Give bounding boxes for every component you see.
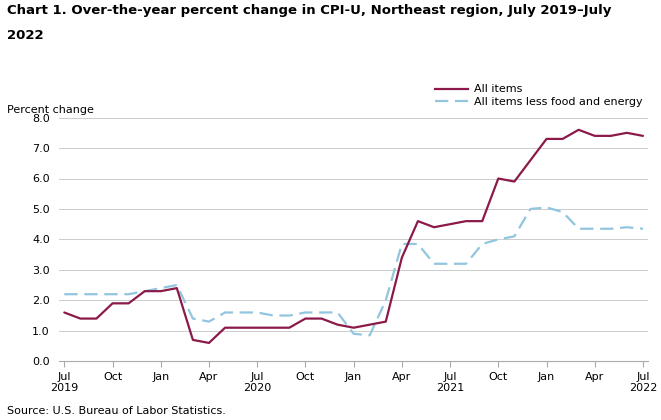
- All items less food and energy: [526, 206, 534, 211]
- All items less food and energy: [189, 316, 197, 321]
- All items: [141, 289, 149, 294]
- All items: [125, 301, 133, 306]
- All items: [221, 325, 229, 330]
- All items less food and energy: [269, 313, 277, 318]
- All items: [301, 316, 309, 321]
- All items: [446, 222, 454, 227]
- All items: [510, 179, 518, 184]
- All items less food and energy: [446, 261, 454, 266]
- All items: [639, 133, 647, 138]
- All items less food and energy: [639, 226, 647, 231]
- All items: [60, 310, 68, 315]
- All items: [398, 255, 406, 260]
- All items: [189, 337, 197, 342]
- All items: [462, 218, 470, 223]
- All items less food and energy: [173, 283, 181, 288]
- All items: [173, 286, 181, 291]
- All items less food and energy: [543, 205, 551, 210]
- All items: [269, 325, 277, 330]
- All items less food and energy: [414, 241, 422, 247]
- All items: [108, 301, 116, 306]
- All items less food and energy: [237, 310, 245, 315]
- All items less food and energy: [574, 226, 582, 231]
- All items less food and energy: [382, 298, 390, 303]
- All items less food and energy: [479, 241, 486, 247]
- All items: [623, 130, 631, 135]
- All items less food and energy: [607, 226, 615, 231]
- All items less food and energy: [350, 331, 358, 336]
- All items less food and energy: [334, 310, 342, 315]
- All items less food and energy: [559, 210, 566, 215]
- All items less food and energy: [301, 310, 309, 315]
- All items: [543, 136, 551, 142]
- All items less food and energy: [141, 289, 149, 294]
- All items less food and energy: [108, 291, 116, 297]
- All items less food and energy: [398, 241, 406, 247]
- All items: [494, 176, 502, 181]
- All items less food and energy: [205, 319, 213, 324]
- All items: [237, 325, 245, 330]
- All items: [77, 316, 85, 321]
- Text: Percent change: Percent change: [7, 105, 93, 115]
- All items less food and energy: [253, 310, 261, 315]
- Text: Chart 1. Over-the-year percent change in CPI-U, Northeast region, July 2019–July: Chart 1. Over-the-year percent change in…: [7, 4, 611, 17]
- Line: All items less food and energy: All items less food and energy: [64, 207, 643, 335]
- All items less food and energy: [60, 291, 68, 297]
- All items: [93, 316, 100, 321]
- All items: [350, 325, 358, 330]
- All items less food and energy: [221, 310, 229, 315]
- All items: [559, 136, 566, 142]
- All items less food and energy: [494, 237, 502, 242]
- All items: [414, 218, 422, 223]
- Text: 2022: 2022: [7, 29, 43, 42]
- All items: [157, 289, 165, 294]
- All items less food and energy: [430, 261, 438, 266]
- All items: [253, 325, 261, 330]
- All items: [205, 340, 213, 345]
- Legend: All items, All items less food and energy: All items, All items less food and energ…: [435, 84, 642, 107]
- All items: [366, 322, 373, 327]
- All items less food and energy: [591, 226, 599, 231]
- All items: [574, 127, 582, 132]
- All items less food and energy: [510, 234, 518, 239]
- All items: [334, 322, 342, 327]
- All items less food and energy: [366, 333, 373, 338]
- All items: [286, 325, 293, 330]
- All items less food and energy: [157, 286, 165, 291]
- All items less food and energy: [623, 225, 631, 230]
- All items less food and energy: [93, 291, 100, 297]
- All items: [317, 316, 325, 321]
- All items: [479, 218, 486, 223]
- Line: All items: All items: [64, 130, 643, 343]
- All items: [591, 133, 599, 138]
- All items less food and energy: [317, 310, 325, 315]
- All items less food and energy: [286, 313, 293, 318]
- All items: [607, 133, 615, 138]
- All items: [382, 319, 390, 324]
- All items: [430, 225, 438, 230]
- Text: Source: U.S. Bureau of Labor Statistics.: Source: U.S. Bureau of Labor Statistics.: [7, 406, 225, 416]
- All items less food and energy: [462, 261, 470, 266]
- All items less food and energy: [125, 291, 133, 297]
- All items less food and energy: [77, 291, 85, 297]
- All items: [526, 158, 534, 163]
